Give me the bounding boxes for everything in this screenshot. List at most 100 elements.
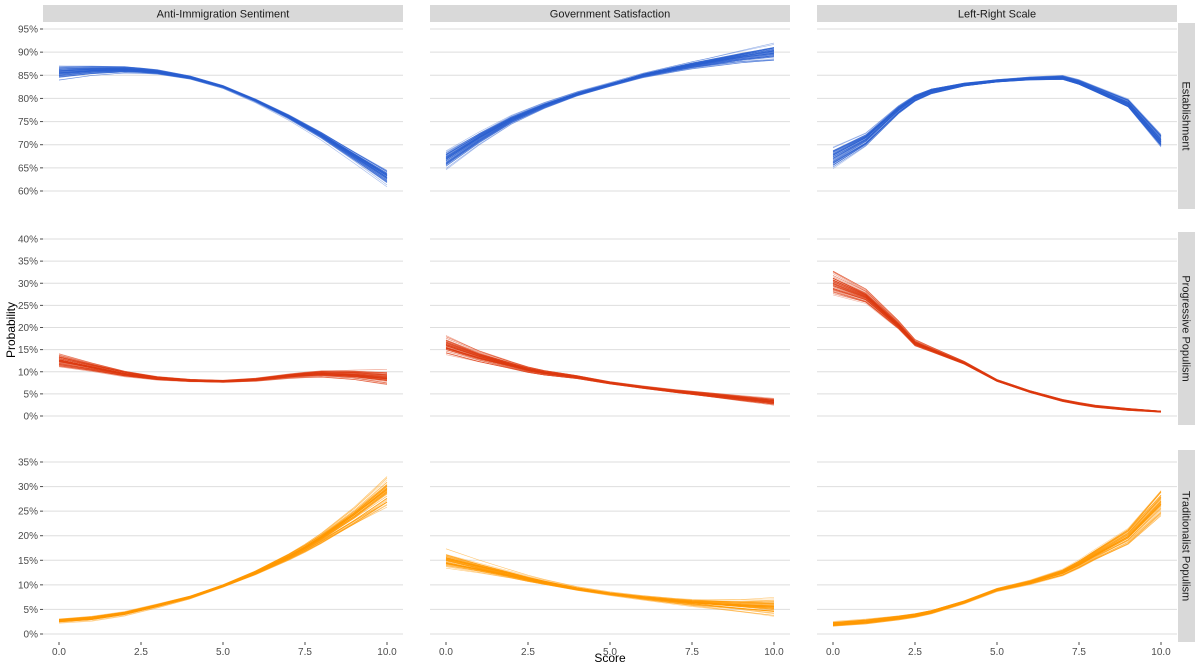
column-strip [817, 5, 1177, 22]
y-tick-label: 30% [18, 279, 38, 290]
y-tick-label: 75% [18, 117, 38, 128]
simulation-line [58, 488, 388, 621]
simulation-line [832, 275, 1162, 412]
simulation-line [832, 511, 1162, 622]
simulation-line [832, 277, 1162, 412]
simulation-line [832, 504, 1162, 625]
x-tick-label: 2.5 [134, 647, 148, 658]
simulation-line [832, 77, 1162, 152]
simulation-line [445, 53, 775, 162]
simulation-line [58, 487, 388, 622]
simulation-line [832, 499, 1162, 625]
simulation-line [832, 273, 1162, 412]
simulation-line [58, 488, 388, 621]
simulation-line [832, 495, 1162, 624]
y-tick-label: 5% [24, 605, 39, 616]
x-tick-label: 7.5 [685, 647, 699, 658]
simulation-line [832, 503, 1162, 624]
panel-series [445, 335, 775, 406]
simulation-line [445, 341, 775, 401]
simulation-line [58, 489, 388, 620]
simulation-line [832, 280, 1162, 412]
x-tick-label: 0.0 [826, 647, 840, 658]
simulation-line [832, 504, 1162, 625]
simulation-line [832, 78, 1162, 152]
simulation-line [832, 501, 1162, 626]
simulation-line [445, 557, 775, 605]
panel-series [445, 548, 775, 617]
simulation-line [832, 79, 1162, 156]
simulation-line [832, 77, 1162, 153]
simulation-line [445, 352, 775, 404]
simulation-line [832, 502, 1162, 624]
y-tick-label: 35% [18, 458, 38, 469]
simulation-line [832, 504, 1162, 626]
panel-series [58, 65, 388, 188]
simulation-line [832, 279, 1162, 413]
simulation-line [832, 283, 1162, 412]
x-tick-label: 10.0 [764, 647, 784, 658]
simulation-line [832, 77, 1162, 152]
simulation-line [58, 356, 388, 381]
simulation-line [445, 52, 775, 154]
simulation-line [58, 482, 388, 621]
simulation-line [832, 498, 1162, 623]
simulation-line [58, 71, 388, 188]
simulation-line [445, 53, 775, 156]
simulation-line [445, 48, 775, 164]
simulation-line [445, 548, 775, 604]
simulation-line [58, 485, 388, 622]
simulation-line [58, 66, 388, 173]
simulation-line [445, 55, 775, 166]
simulation-line [832, 503, 1162, 623]
y-tick-label: 60% [18, 187, 38, 198]
x-axis-title: Score [594, 651, 626, 665]
simulation-line [59, 65, 388, 182]
panel-series [58, 353, 388, 385]
simulation-line [58, 66, 388, 172]
simulation-line [58, 365, 388, 382]
column-strip-label: Anti-Immigration Sentiment [157, 9, 290, 21]
simulation-line [832, 77, 1162, 155]
simulation-line [832, 491, 1162, 625]
simulation-line [445, 50, 775, 159]
simulation-line [832, 512, 1162, 626]
simulation-line [445, 53, 775, 156]
simulation-line [58, 492, 388, 621]
simulation-line [445, 48, 775, 156]
simulation-line [832, 284, 1162, 412]
simulation-line [58, 485, 388, 622]
simulation-line [445, 558, 775, 603]
simulation-line [58, 67, 388, 180]
column-strip-label: Left-Right Scale [958, 9, 1036, 21]
y-tick-label: 35% [18, 257, 38, 268]
simulation-line [58, 485, 388, 622]
simulation-line [445, 56, 775, 158]
simulation-line [445, 59, 775, 159]
simulation-line [832, 275, 1162, 412]
row-strip [1178, 232, 1195, 425]
y-tick-label: 25% [18, 507, 38, 518]
simulation-line [445, 342, 775, 402]
simulation-line [445, 49, 775, 153]
simulation-line [832, 76, 1162, 153]
panel-series [445, 42, 775, 171]
simulation-line [445, 59, 775, 152]
simulation-line [832, 76, 1162, 153]
simulation-line [832, 282, 1162, 412]
simulation-line [445, 54, 775, 171]
simulation-line [832, 501, 1162, 625]
x-tick-label: 10.0 [1151, 647, 1171, 658]
simulation-line [445, 52, 775, 157]
simulation-line [832, 512, 1162, 627]
y-tick-label: 0% [24, 412, 39, 423]
simulation-line [58, 490, 388, 621]
simulation-line [832, 79, 1162, 164]
y-tick-label: 15% [18, 345, 38, 356]
simulation-line [832, 280, 1162, 412]
simulation-line [445, 343, 775, 402]
simulation-line [832, 499, 1162, 625]
simulation-line [445, 336, 775, 402]
simulation-line [832, 501, 1162, 626]
simulation-line [445, 52, 775, 159]
